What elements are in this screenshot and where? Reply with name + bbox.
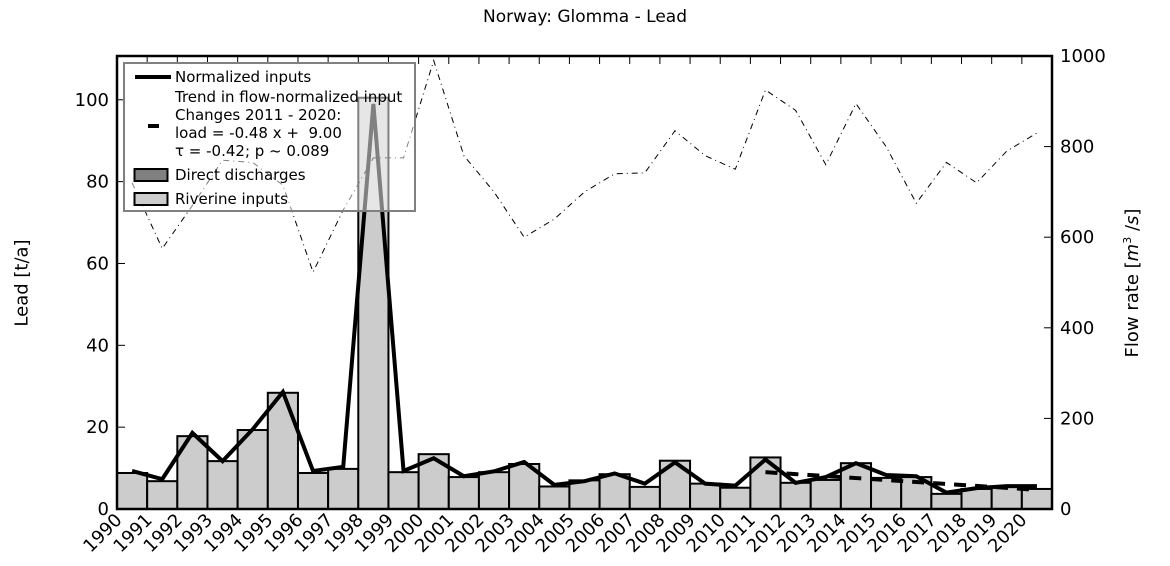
- riverine-bar: [146, 480, 179, 510]
- riverine-bar: [809, 478, 842, 511]
- riverine-bar: [266, 391, 299, 511]
- y2-tick-label: 600: [1060, 227, 1094, 248]
- riverine-bar: [538, 485, 571, 510]
- riverine-bar: [568, 479, 601, 510]
- y-tick-label: 80: [86, 172, 109, 193]
- y2-tick-label: 1000: [1060, 46, 1106, 67]
- riverine-bar: [689, 482, 722, 510]
- y2-tick-label: 200: [1060, 408, 1094, 429]
- riverine-bar: [387, 471, 420, 511]
- riverine-bar: [719, 486, 752, 510]
- chart-title: Norway: Glomma - Lead: [483, 7, 687, 27]
- normalized-inputs-line: [131, 103, 1037, 495]
- y-tick-label: 60: [86, 253, 109, 274]
- riverine-bar: [206, 460, 239, 510]
- y2-tick-label: 0: [1060, 499, 1071, 520]
- solid-line-icon: [135, 75, 171, 79]
- legend-label: Normalized inputs: [175, 68, 312, 86]
- riverine-bar: [296, 471, 330, 511]
- riverine-bar: [327, 467, 360, 511]
- dark-patch-icon: [133, 168, 169, 182]
- riverine-bar: [447, 476, 480, 510]
- riverine-bar: [628, 485, 661, 510]
- y-tick-label: 100: [75, 90, 109, 111]
- legend: Normalized inputs Trend in flow-normaliz…: [123, 62, 416, 212]
- riverine-bar: [930, 492, 963, 510]
- riverine-bar: [1020, 487, 1053, 511]
- light-patch-icon: [133, 192, 169, 206]
- trend-line: [765, 470, 1038, 492]
- y2-tick-label: 800: [1060, 137, 1094, 158]
- riverine-bar: [116, 471, 149, 511]
- legend-label: Trend in flow-normalized input Changes 2…: [175, 88, 403, 160]
- y2-tick-label: 400: [1060, 318, 1094, 339]
- riverine-bar: [839, 462, 873, 511]
- riverine-bar: [779, 481, 812, 511]
- y-tick-label: 40: [86, 335, 109, 356]
- y-tick-label: 20: [86, 417, 109, 438]
- riverine-bar: [477, 471, 511, 511]
- legend-label: Direct discharges: [175, 166, 306, 184]
- riverine-bar: [598, 473, 631, 510]
- riverine-bar: [960, 487, 993, 511]
- legend-label: Riverine inputs: [175, 190, 288, 208]
- y-tick-label: 0: [98, 499, 109, 520]
- dash-icon: [148, 124, 159, 128]
